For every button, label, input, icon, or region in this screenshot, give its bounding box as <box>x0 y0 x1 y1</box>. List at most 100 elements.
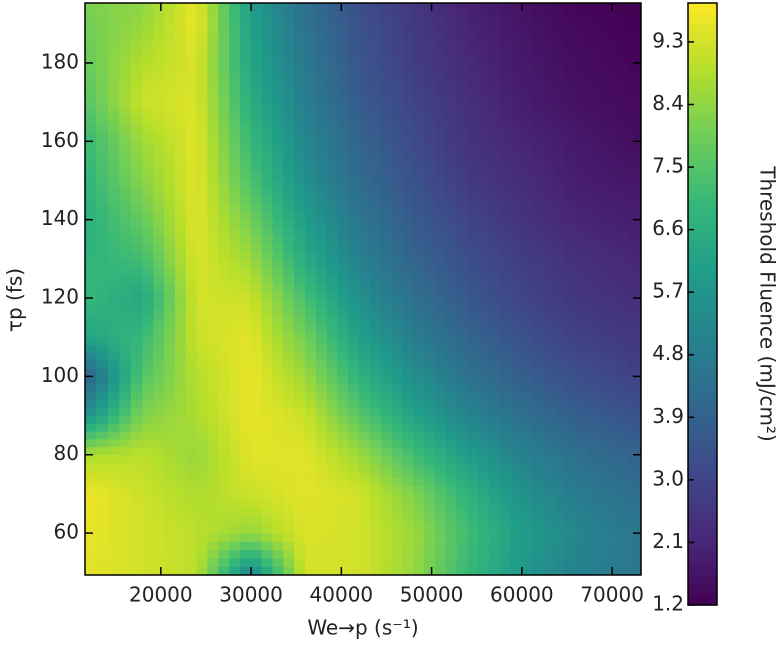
contour-cell <box>521 557 533 567</box>
contour-cell <box>554 39 566 48</box>
contour-cell <box>456 211 469 220</box>
contour-cell <box>272 266 284 275</box>
contour-cell <box>283 517 295 526</box>
contour-cell <box>304 344 317 354</box>
contour-cell <box>532 282 544 291</box>
contour-cell <box>142 360 154 369</box>
contour-cell <box>359 557 371 567</box>
contour-cell <box>164 524 176 534</box>
contour-cell <box>445 501 458 510</box>
contour-cell <box>369 23 382 32</box>
contour-cell <box>391 172 404 181</box>
contour-cell <box>283 125 295 134</box>
contour-cell <box>153 549 165 559</box>
contour-cell <box>601 541 616 551</box>
contour-cell <box>445 211 458 220</box>
contour-cell <box>164 541 176 551</box>
contour-cell <box>130 3 144 8</box>
colorbar-swatch <box>688 248 717 255</box>
contour-cell <box>532 172 544 181</box>
contour-cell <box>348 31 360 40</box>
contour-cell <box>315 86 328 95</box>
contour-cell <box>130 172 144 181</box>
colorbar-swatch <box>688 484 717 491</box>
contour-cell <box>315 423 328 432</box>
contour-cell <box>478 368 490 377</box>
contour-cell <box>315 493 328 503</box>
contour-cell <box>543 164 555 173</box>
contour-cell <box>96 462 109 471</box>
contour-cell <box>207 78 219 87</box>
contour-cell <box>239 462 252 471</box>
contour-cell <box>380 517 393 526</box>
contour-cell <box>413 344 425 354</box>
contour-cell <box>326 399 339 409</box>
contour-cell <box>185 117 198 126</box>
contour-cell <box>85 117 97 126</box>
contour-cell <box>348 274 360 283</box>
contour-cell <box>229 23 241 32</box>
contour-cell <box>369 282 382 291</box>
contour-cell <box>413 6 425 12</box>
contour-cell <box>434 227 447 236</box>
contour-cell <box>294 430 306 440</box>
contour-cell <box>153 211 165 220</box>
contour-cell <box>445 415 458 424</box>
colorbar-swatch <box>688 33 717 39</box>
contour-cell <box>142 39 154 48</box>
contour-cell <box>489 360 501 369</box>
contour-cell <box>413 423 425 432</box>
contour-cell <box>261 289 274 299</box>
contour-cell <box>564 438 577 448</box>
contour-cell <box>543 509 555 518</box>
contour-cell <box>294 549 306 559</box>
contour-cell <box>239 235 252 244</box>
contour-cell <box>185 46 198 56</box>
contour-cell <box>532 557 544 567</box>
colorbar-swatch <box>688 143 717 150</box>
contour-cell <box>614 250 629 260</box>
contour-cell <box>174 493 187 503</box>
contour-cell <box>601 485 616 495</box>
contour-cell <box>391 305 404 314</box>
contour-cell <box>627 344 641 354</box>
contour-cell <box>142 156 154 166</box>
contour-cell <box>185 203 198 213</box>
contour-cell <box>96 509 109 518</box>
contour-cell <box>304 227 317 236</box>
contour-cell <box>521 235 533 244</box>
contour-cell <box>229 383 241 393</box>
contour-cell <box>627 557 641 567</box>
contour-cell <box>107 430 120 440</box>
contour-cell <box>445 133 458 142</box>
contour-cell <box>337 227 349 236</box>
contour-cell <box>164 242 176 252</box>
colorbar-swatch <box>688 158 717 165</box>
contour-cell <box>575 321 590 330</box>
contour-cell <box>521 180 533 189</box>
contour-cell <box>434 360 447 369</box>
contour-cell <box>119 360 132 369</box>
colorbar-tick-label: 5.7 <box>652 279 684 303</box>
contour-cell <box>119 3 132 8</box>
contour-cell <box>326 172 339 181</box>
contour-cell <box>532 376 544 385</box>
contour-cell <box>478 391 490 401</box>
contour-cell <box>402 23 414 32</box>
contour-cell <box>229 211 241 220</box>
contour-cell <box>456 62 469 72</box>
contour-cell <box>85 313 97 322</box>
contour-cell <box>153 329 165 338</box>
contour-cell <box>174 101 187 111</box>
contour-cell <box>467 140 479 150</box>
contour-cell <box>380 54 393 64</box>
contour-cell <box>96 23 109 32</box>
contour-cell <box>402 250 414 260</box>
contour-cell <box>575 376 590 385</box>
contour-cell <box>153 140 165 150</box>
contour-cell <box>359 336 371 346</box>
contour-cell <box>185 446 198 456</box>
contour-cell <box>107 109 120 119</box>
contour-cell <box>521 219 533 228</box>
contour-cell <box>627 227 641 236</box>
